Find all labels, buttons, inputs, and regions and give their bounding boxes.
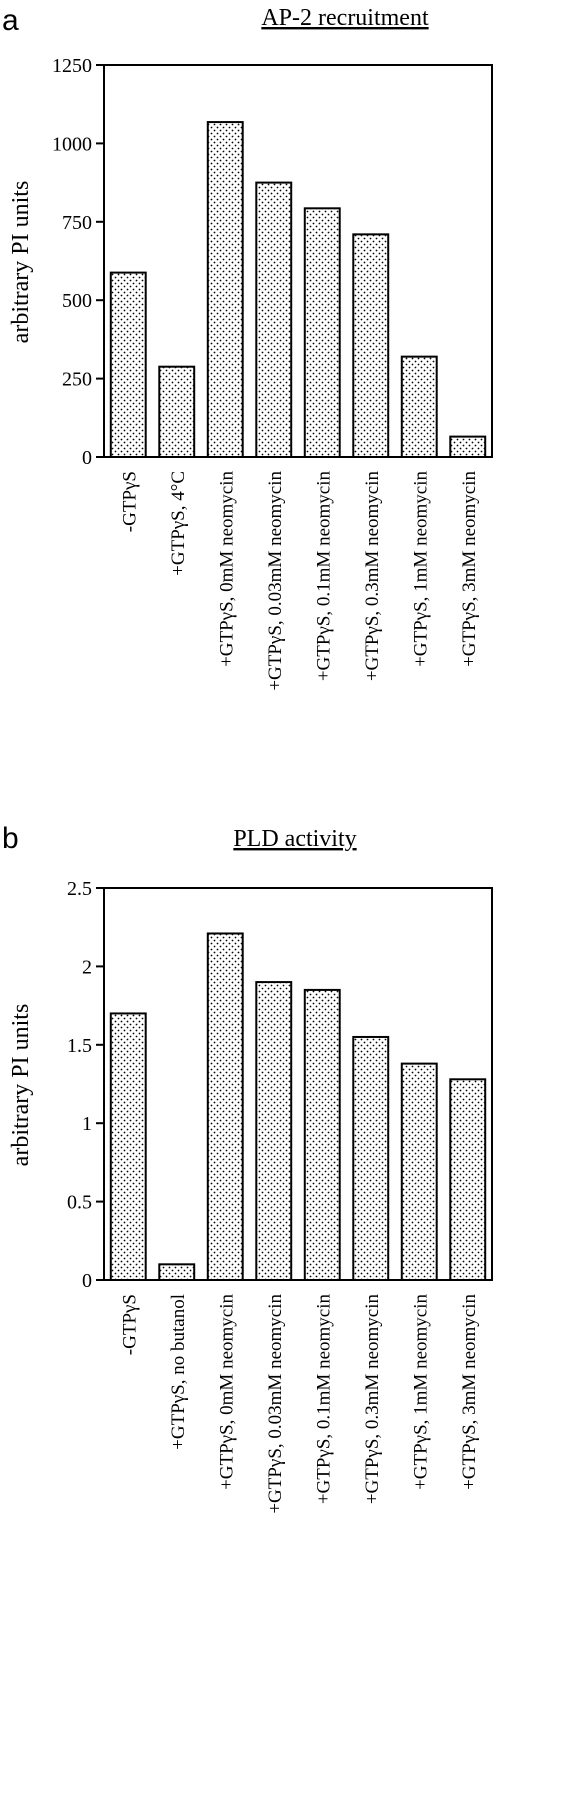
panel-a-y-tick-label: 500 (62, 290, 92, 312)
panel-b-category-labels: -GTPγS +GTPγS, no butanol +GTPγS, 0mM neom… (119, 1294, 480, 1514)
panel-a-bar (352, 233, 390, 458)
panel-b-bar (158, 1263, 196, 1281)
panel-b-category-label: +GTPγS, 0.1mM neomycin (313, 1294, 334, 1505)
panel-b-y-tick-label: 0.5 (67, 1192, 92, 1214)
panel-b: b PLD activity arbitrary PI units 0 0.5 1 1… (2, 822, 493, 1514)
panel-b-bar (255, 981, 293, 1282)
panel-a-bar (158, 365, 196, 458)
panel-b-category-label: +GTPγS, 1mM neomycin (410, 1294, 431, 1490)
panel-b-bar (303, 988, 341, 1281)
panel-a-y-ticks: 0 250 500 750 1000 1250 (52, 55, 104, 469)
panel-b-bar (109, 1012, 147, 1281)
panel-b-letter: b (2, 822, 19, 855)
panel-b-plot-frame (103, 887, 493, 1281)
panel-a-bar (449, 435, 487, 458)
panel-b-y-tick-label: 2.5 (67, 878, 92, 900)
panel-a-category-label: +GTPγS, 3mM neomycin (459, 471, 480, 667)
panel-a-category-label: -GTPγS (119, 471, 140, 532)
panel-a-y-tick-label: 250 (62, 369, 92, 391)
panel-a-bar (400, 355, 438, 459)
panel-a-letter: a (2, 4, 19, 37)
panel-a-y-tick-label: 0 (82, 447, 92, 469)
panel-a-title: AP-2 recruitment (261, 5, 429, 31)
panel-b-y-tick-label: 1 (82, 1113, 92, 1135)
panel-a-y-tick-label: 750 (62, 212, 92, 234)
panel-b-category-label: +GTPγS, 0.03mM neomycin (265, 1294, 286, 1514)
panel-b-category-label: +GTPγS, no butanol (168, 1294, 189, 1450)
panel-b-category-label: +GTPγS, 3mM neomycin (459, 1294, 480, 1490)
panel-b-y-ticks: 0 0.5 1 1.5 2 2.5 (67, 878, 104, 1292)
panel-a-plot-frame (103, 64, 493, 458)
panel-a-category-label: +GTPγS, 1mM neomycin (410, 471, 431, 667)
panel-b-bar (352, 1035, 390, 1281)
panel-b-y-tick-label: 0 (82, 1270, 92, 1292)
panel-b-bars (109, 932, 487, 1282)
panel-a-bar (206, 121, 244, 459)
panel-a-y-tick-label: 1000 (52, 133, 92, 155)
panel-a-bar (109, 271, 147, 459)
panel-b-bar (400, 1062, 438, 1281)
panel-b-y-tick-label: 2 (82, 956, 92, 978)
panel-a-category-label: +GTPγS, 0mM neomycin (216, 471, 237, 667)
panel-b-title: PLD activity (233, 826, 356, 852)
panel-b-bar (206, 932, 244, 1281)
panel-b-y-tick-label: 1.5 (67, 1035, 92, 1057)
panel-b-category-label: +GTPγS, 0mM neomycin (216, 1294, 237, 1490)
panel-a-y-axis-label: arbitrary PI units (8, 181, 34, 344)
panel-a-bar (303, 207, 341, 458)
panel-a: a AP-2 recruitment arbitrary PI units 0 2… (2, 4, 493, 691)
panel-a-bar (255, 181, 293, 458)
panel-a-category-label: +GTPγS, 0.1mM neomycin (313, 471, 334, 682)
panel-a-bars (109, 121, 487, 459)
panel-b-category-label: +GTPγS, 0.3mM neomycin (362, 1294, 383, 1505)
panel-a-category-label: +GTPγS, 0.3mM neomycin (362, 471, 383, 682)
panel-a-category-labels: -GTPγS +GTPγS, 4°C +GTPγS, 0mM neomycin +GT… (119, 471, 480, 691)
panel-b-bar (449, 1078, 487, 1282)
panel-a-y-tick-label: 1250 (52, 55, 92, 77)
panel-b-category-label: -GTPγS (119, 1294, 140, 1355)
panel-b-y-axis-label: arbitrary PI units (8, 1004, 34, 1167)
panel-a-category-label: +GTPγS, 4°C (168, 471, 189, 576)
panel-a-category-label: +GTPγS, 0.03mM neomycin (265, 471, 286, 691)
